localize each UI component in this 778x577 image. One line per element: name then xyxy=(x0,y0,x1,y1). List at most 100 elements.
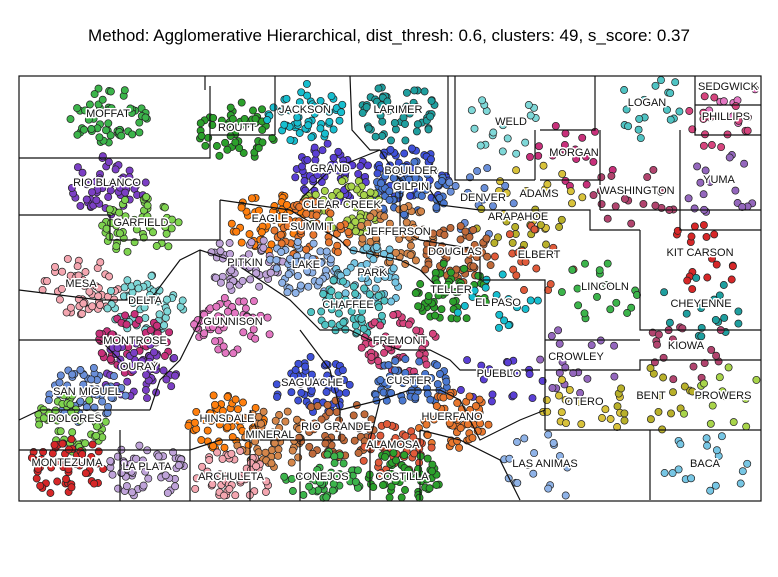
county-label-phillips: PHILLIPS xyxy=(702,111,750,123)
cluster-point xyxy=(301,362,310,371)
cluster-point xyxy=(391,357,400,365)
cluster-point xyxy=(78,168,87,177)
cluster-point xyxy=(560,141,569,149)
cluster-point xyxy=(390,118,399,127)
cluster-point xyxy=(329,200,338,209)
county-label-otero: OTERO xyxy=(564,396,604,408)
cluster-point xyxy=(151,362,160,371)
cluster-point xyxy=(728,112,737,121)
cluster-point xyxy=(239,149,248,157)
cluster-point xyxy=(688,125,697,134)
cluster-point xyxy=(216,247,225,255)
cluster-point xyxy=(318,146,327,155)
cluster-point xyxy=(296,281,305,290)
cluster-point xyxy=(444,280,453,289)
cluster-point xyxy=(432,481,441,489)
cluster-point xyxy=(557,375,566,384)
cluster-point xyxy=(251,334,260,343)
cluster-point xyxy=(307,308,316,317)
chart-title: Method: Agglomerative Hierarchical, dist… xyxy=(88,26,690,45)
cluster-point xyxy=(660,288,669,297)
cluster-point xyxy=(369,483,378,492)
cluster-point xyxy=(659,373,668,382)
cluster-point xyxy=(385,372,394,381)
cluster-point xyxy=(410,86,419,95)
cluster-point xyxy=(706,486,715,495)
cluster-point xyxy=(720,313,729,322)
cluster-point xyxy=(317,307,326,316)
county-label-garfield: GARFIELD xyxy=(113,217,168,229)
cluster-point xyxy=(710,93,719,102)
cluster-point xyxy=(223,145,232,154)
cluster-point xyxy=(108,330,117,339)
cluster-point xyxy=(532,264,541,273)
cluster-point xyxy=(82,195,91,204)
cluster-point xyxy=(237,203,246,212)
cluster-point xyxy=(546,280,555,289)
cluster-point xyxy=(578,193,587,202)
cluster-point xyxy=(583,374,592,383)
cluster-point xyxy=(568,265,577,274)
cluster-point xyxy=(149,228,157,237)
cluster-point xyxy=(122,482,131,491)
cluster-point xyxy=(272,264,281,273)
cluster-point xyxy=(153,321,161,330)
cluster-point xyxy=(112,242,121,251)
cluster-point xyxy=(627,219,636,228)
cluster-point xyxy=(282,94,291,103)
cluster-point xyxy=(209,391,218,400)
cluster-point xyxy=(98,397,107,406)
cluster-point xyxy=(73,163,82,172)
cluster-point xyxy=(453,308,462,317)
cluster-point xyxy=(742,422,751,431)
county-label-denver: DENVER xyxy=(460,192,506,204)
cluster-point xyxy=(526,152,534,161)
cluster-point xyxy=(555,223,564,231)
cluster-point xyxy=(421,369,430,378)
cluster-point xyxy=(357,343,366,352)
cluster-point xyxy=(597,200,606,209)
cluster-point xyxy=(203,467,212,476)
cluster-point xyxy=(441,288,450,297)
cluster-point xyxy=(469,412,478,421)
cluster-point xyxy=(610,341,619,350)
cluster-point xyxy=(495,187,503,196)
county-label-kiowa: KIOWA xyxy=(668,340,705,352)
cluster-point xyxy=(63,381,72,390)
cluster-point xyxy=(509,199,518,208)
county-label-gunnison: GUNNISON xyxy=(203,316,262,328)
cluster-point xyxy=(738,467,747,476)
cluster-point xyxy=(35,420,44,429)
cluster-point xyxy=(303,267,312,276)
cluster-point xyxy=(428,467,436,476)
cluster-point xyxy=(322,493,331,502)
cluster-point xyxy=(347,307,356,316)
cluster-point xyxy=(377,179,385,188)
cluster-point xyxy=(439,393,448,402)
cluster-point xyxy=(343,471,352,480)
cluster-point xyxy=(503,358,512,367)
cluster-point xyxy=(482,234,491,243)
cluster-point xyxy=(424,125,433,134)
cluster-point xyxy=(450,414,459,423)
cluster-point xyxy=(529,469,538,478)
cluster-point xyxy=(150,348,158,357)
cluster-point xyxy=(283,288,292,297)
cluster-point xyxy=(707,141,716,149)
cluster-point xyxy=(606,305,615,314)
cluster-point xyxy=(269,103,278,112)
cluster-point xyxy=(343,198,352,207)
cluster-point xyxy=(417,207,426,216)
cluster-point xyxy=(607,172,616,180)
cluster-point xyxy=(307,370,316,379)
cluster-point xyxy=(404,320,413,329)
cluster-point xyxy=(323,401,332,409)
cluster-point xyxy=(218,407,227,415)
cluster-point xyxy=(161,313,170,322)
cluster-point xyxy=(376,376,385,384)
cluster-point xyxy=(192,474,201,483)
cluster-point xyxy=(293,271,302,280)
cluster-point xyxy=(381,272,389,281)
cluster-point xyxy=(358,234,367,243)
cluster-point xyxy=(103,383,111,392)
